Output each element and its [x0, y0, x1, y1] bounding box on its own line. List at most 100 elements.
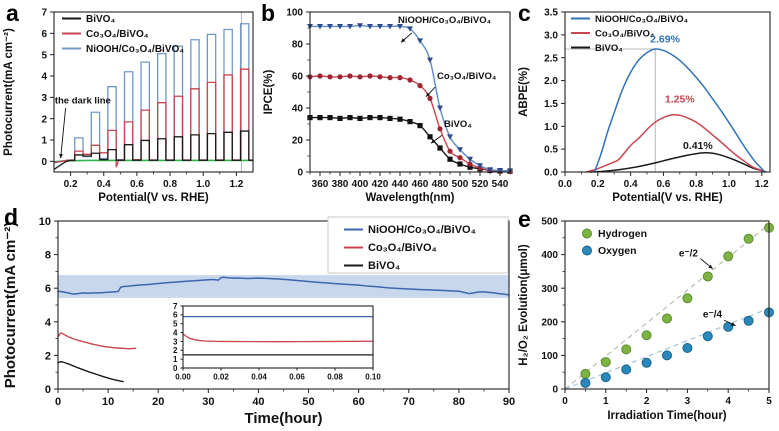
svg-text:Oxygen: Oxygen — [598, 245, 637, 257]
svg-text:Co₃O₄/BiVO₄: Co₃O₄/BiVO₄ — [368, 242, 437, 254]
svg-text:380: 380 — [332, 179, 349, 190]
svg-text:100: 100 — [541, 351, 558, 362]
svg-text:0: 0 — [173, 364, 178, 373]
svg-text:Potential(V vs. RHE): Potential(V vs. RHE) — [98, 192, 209, 204]
svg-text:2.69%: 2.69% — [650, 34, 680, 46]
svg-text:300: 300 — [541, 284, 558, 295]
svg-text:2: 2 — [173, 346, 178, 355]
panel-label-d: d — [4, 204, 19, 230]
svg-text:3: 3 — [173, 337, 178, 346]
svg-text:4: 4 — [45, 317, 52, 329]
chart-panel-e-gas-evolution: 0 1 2 3 4 5 0 100 200 300 400 500 Irradiation Time(h… — [518, 217, 774, 422]
svg-text:Photocurrent(mA cm⁻²): Photocurrent(mA cm⁻²) — [2, 222, 19, 389]
panel-label-a: a — [6, 0, 19, 26]
svg-text:0.2: 0.2 — [591, 179, 605, 190]
svg-text:0.2: 0.2 — [64, 179, 78, 190]
chart-panel-b-ipce-wavelength: 360 380 400 420 440 460 480 500 520 540 0 20 40 60 80 1… — [263, 8, 513, 204]
svg-text:80: 80 — [292, 40, 304, 51]
svg-text:20: 20 — [152, 396, 164, 408]
chart-panel-c-abpe-potential: 0.0 0.2 0.4 0.6 0.8 1.0 1.2 0.0 0.5 1.0 1.5 2.0 2.5 3… — [518, 8, 771, 204]
svg-text:3.0: 3.0 — [544, 30, 558, 41]
panel-label-e: e — [518, 206, 531, 232]
svg-text:0.5: 0.5 — [544, 145, 558, 156]
svg-text:1: 1 — [603, 396, 609, 407]
svg-text:1.0: 1.0 — [544, 122, 558, 133]
svg-text:70: 70 — [403, 396, 415, 408]
svg-text:0: 0 — [552, 385, 558, 396]
svg-text:6: 6 — [45, 283, 51, 295]
svg-text:NiOOH/Co₃O₄/BiVO₄: NiOOH/Co₃O₄/BiVO₄ — [86, 44, 184, 55]
svg-text:Irradiation Time(hour): Irradiation Time(hour) — [607, 410, 726, 422]
svg-text:400: 400 — [541, 250, 558, 261]
svg-text:100: 100 — [286, 8, 303, 19]
svg-text:540: 540 — [492, 179, 509, 190]
svg-text:30: 30 — [202, 396, 214, 408]
svg-text:500: 500 — [541, 217, 558, 228]
svg-text:Co₃O₄/BiVO₄: Co₃O₄/BiVO₄ — [595, 29, 655, 40]
svg-text:0: 0 — [297, 168, 303, 179]
svg-text:3: 3 — [41, 93, 47, 104]
svg-text:1.2: 1.2 — [229, 179, 243, 190]
svg-text:Co₃O₄/BiVO₄: Co₃O₄/BiVO₄ — [86, 29, 149, 40]
svg-text:0: 0 — [45, 384, 51, 396]
svg-text:0.00: 0.00 — [175, 373, 191, 382]
svg-text:200: 200 — [541, 317, 558, 328]
chart-panel-a-photocurrent-potential: 0.2 0.4 0.6 0.8 1.0 1.2 0 1 2 3 4 5 6 7 Potential(V vs… — [3, 8, 254, 204]
svg-text:3.5: 3.5 — [544, 8, 558, 19]
svg-text:Time(hour): Time(hour) — [244, 410, 322, 427]
svg-text:460: 460 — [412, 179, 429, 190]
svg-text:520: 520 — [472, 179, 489, 190]
svg-text:0.8: 0.8 — [163, 179, 177, 190]
svg-text:2: 2 — [41, 114, 47, 125]
svg-text:440: 440 — [392, 179, 409, 190]
svg-text:80: 80 — [453, 396, 465, 408]
chart-panel-d-stability: 0 10 20 30 40 50 60 70 80 900246810Time(hour)Phot… — [2, 216, 515, 427]
svg-text:BiVO₄: BiVO₄ — [444, 119, 472, 130]
svg-text:NiOOH/Co₃O₄/BiVO₄: NiOOH/Co₃O₄/BiVO₄ — [595, 14, 689, 25]
svg-text:2: 2 — [45, 350, 51, 362]
svg-text:6: 6 — [173, 311, 178, 320]
svg-text:Wavelength(nm): Wavelength(nm) — [365, 192, 454, 204]
svg-text:6: 6 — [41, 29, 47, 40]
svg-text:2.5: 2.5 — [544, 53, 558, 64]
svg-text:0.04: 0.04 — [251, 373, 267, 382]
svg-text:40: 40 — [252, 396, 264, 408]
svg-text:4: 4 — [173, 328, 178, 337]
svg-text:4: 4 — [725, 396, 731, 407]
svg-text:0: 0 — [562, 396, 568, 407]
svg-text:0: 0 — [41, 157, 47, 168]
svg-text:4: 4 — [41, 72, 47, 83]
svg-text:0.41%: 0.41% — [683, 140, 713, 152]
panel-label-c: c — [518, 0, 531, 26]
svg-text:7: 7 — [41, 8, 47, 19]
svg-text:7: 7 — [173, 302, 178, 311]
svg-text:0.06: 0.06 — [289, 373, 305, 382]
svg-text:5: 5 — [41, 50, 47, 61]
svg-text:5: 5 — [173, 320, 178, 329]
svg-text:0.0: 0.0 — [558, 179, 572, 190]
svg-text:0.4: 0.4 — [97, 179, 111, 190]
svg-text:3: 3 — [685, 396, 691, 407]
svg-text:Co₃O₄/BiVO₄: Co₃O₄/BiVO₄ — [437, 71, 497, 82]
svg-text:10: 10 — [39, 216, 51, 228]
svg-text:420: 420 — [372, 179, 389, 190]
svg-text:0: 0 — [55, 396, 61, 408]
svg-text:Potential(V vs. RHE): Potential(V vs. RHE) — [612, 192, 723, 204]
svg-text:1.0: 1.0 — [196, 179, 210, 190]
svg-text:0.0: 0.0 — [544, 168, 558, 179]
svg-text:2.0: 2.0 — [544, 76, 558, 87]
svg-text:360: 360 — [312, 179, 329, 190]
svg-text:BiVO₄: BiVO₄ — [86, 14, 115, 25]
svg-text:BiVO₄: BiVO₄ — [595, 43, 623, 54]
panel-label-b: b — [261, 0, 276, 26]
svg-text:1.2: 1.2 — [755, 179, 769, 190]
svg-text:Photocurrent(mA cm⁻²): Photocurrent(mA cm⁻²) — [3, 28, 15, 156]
svg-text:1: 1 — [41, 136, 47, 147]
svg-text:60: 60 — [353, 396, 365, 408]
svg-text:the dark line: the dark line — [55, 95, 111, 106]
svg-text:ABPE(%): ABPE(%) — [518, 67, 530, 117]
svg-text:1.5: 1.5 — [544, 99, 558, 110]
svg-text:0.6: 0.6 — [656, 179, 670, 190]
svg-text:e⁻/2: e⁻/2 — [679, 248, 699, 259]
